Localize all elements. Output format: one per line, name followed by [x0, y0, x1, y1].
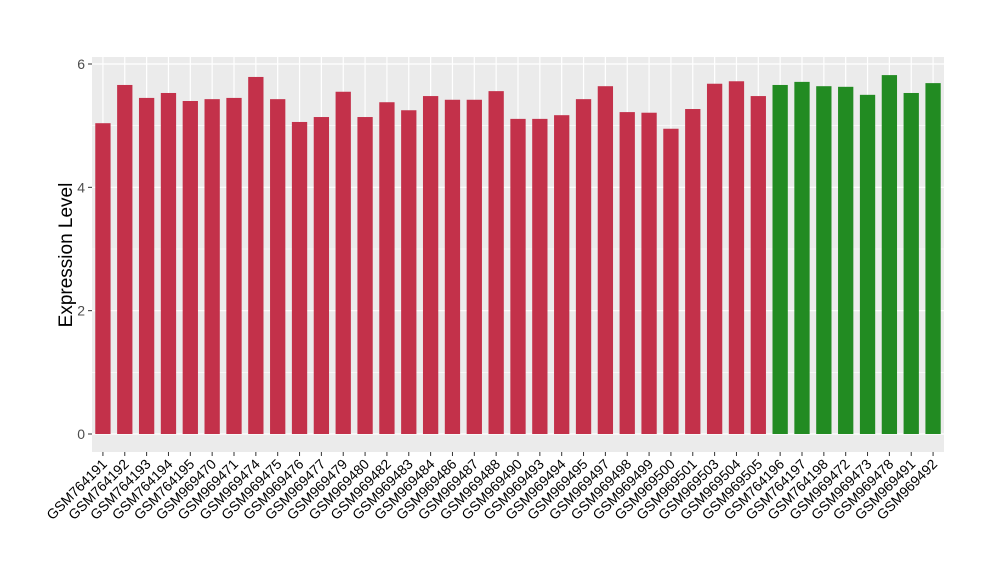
bar-GSM969475 [270, 99, 286, 435]
y-tick-label: 2 [77, 303, 85, 319]
bar-GSM969487 [466, 99, 482, 435]
bar-GSM969505 [750, 96, 766, 435]
bar-GSM969503 [706, 83, 723, 434]
bar-GSM969492 [925, 83, 941, 434]
bar-GSM969473 [859, 94, 876, 434]
bar-GSM969484 [422, 96, 439, 435]
bar-GSM969491 [903, 92, 919, 434]
bar-GSM969474 [248, 76, 264, 434]
bar-GSM764198 [816, 86, 832, 434]
bar-GSM969495 [575, 99, 592, 435]
bar-GSM969486 [444, 99, 461, 435]
bar-GSM764194 [160, 92, 177, 434]
bar-GSM969497 [597, 86, 614, 434]
bar-GSM969476 [291, 121, 308, 434]
bar-GSM969498 [619, 112, 635, 434]
bar-GSM764191 [95, 123, 111, 434]
bar-GSM969477 [313, 117, 330, 435]
bar-GSM764192 [117, 84, 133, 434]
bar-GSM764196 [772, 84, 788, 434]
y-tick-label: 0 [77, 426, 85, 442]
bar-GSM969480 [357, 117, 373, 435]
bar-GSM969471 [226, 97, 242, 435]
y-tick-label: 6 [77, 56, 85, 72]
bar-GSM764195 [182, 101, 198, 434]
bar-GSM969504 [728, 81, 745, 435]
bar-GSM969501 [685, 109, 701, 435]
bar-GSM764197 [794, 81, 810, 434]
bar-GSM969483 [401, 110, 417, 434]
bar-GSM969478 [881, 75, 898, 434]
bar-GSM969499 [641, 112, 657, 434]
y-axis-label: Expression Level [56, 183, 77, 328]
bar-GSM764193 [138, 97, 155, 435]
bar-GSM969482 [379, 102, 395, 434]
bar-GSM969490 [510, 118, 526, 434]
bar-GSM969470 [204, 99, 220, 435]
bar-GSM969494 [554, 115, 570, 434]
bar-GSM969493 [532, 118, 548, 434]
y-tick-label: 4 [77, 179, 85, 195]
bar-GSM969488 [488, 91, 504, 434]
bar-GSM969472 [838, 86, 854, 435]
bar-GSM969479 [335, 91, 351, 434]
bar-GSM969500 [663, 128, 679, 434]
